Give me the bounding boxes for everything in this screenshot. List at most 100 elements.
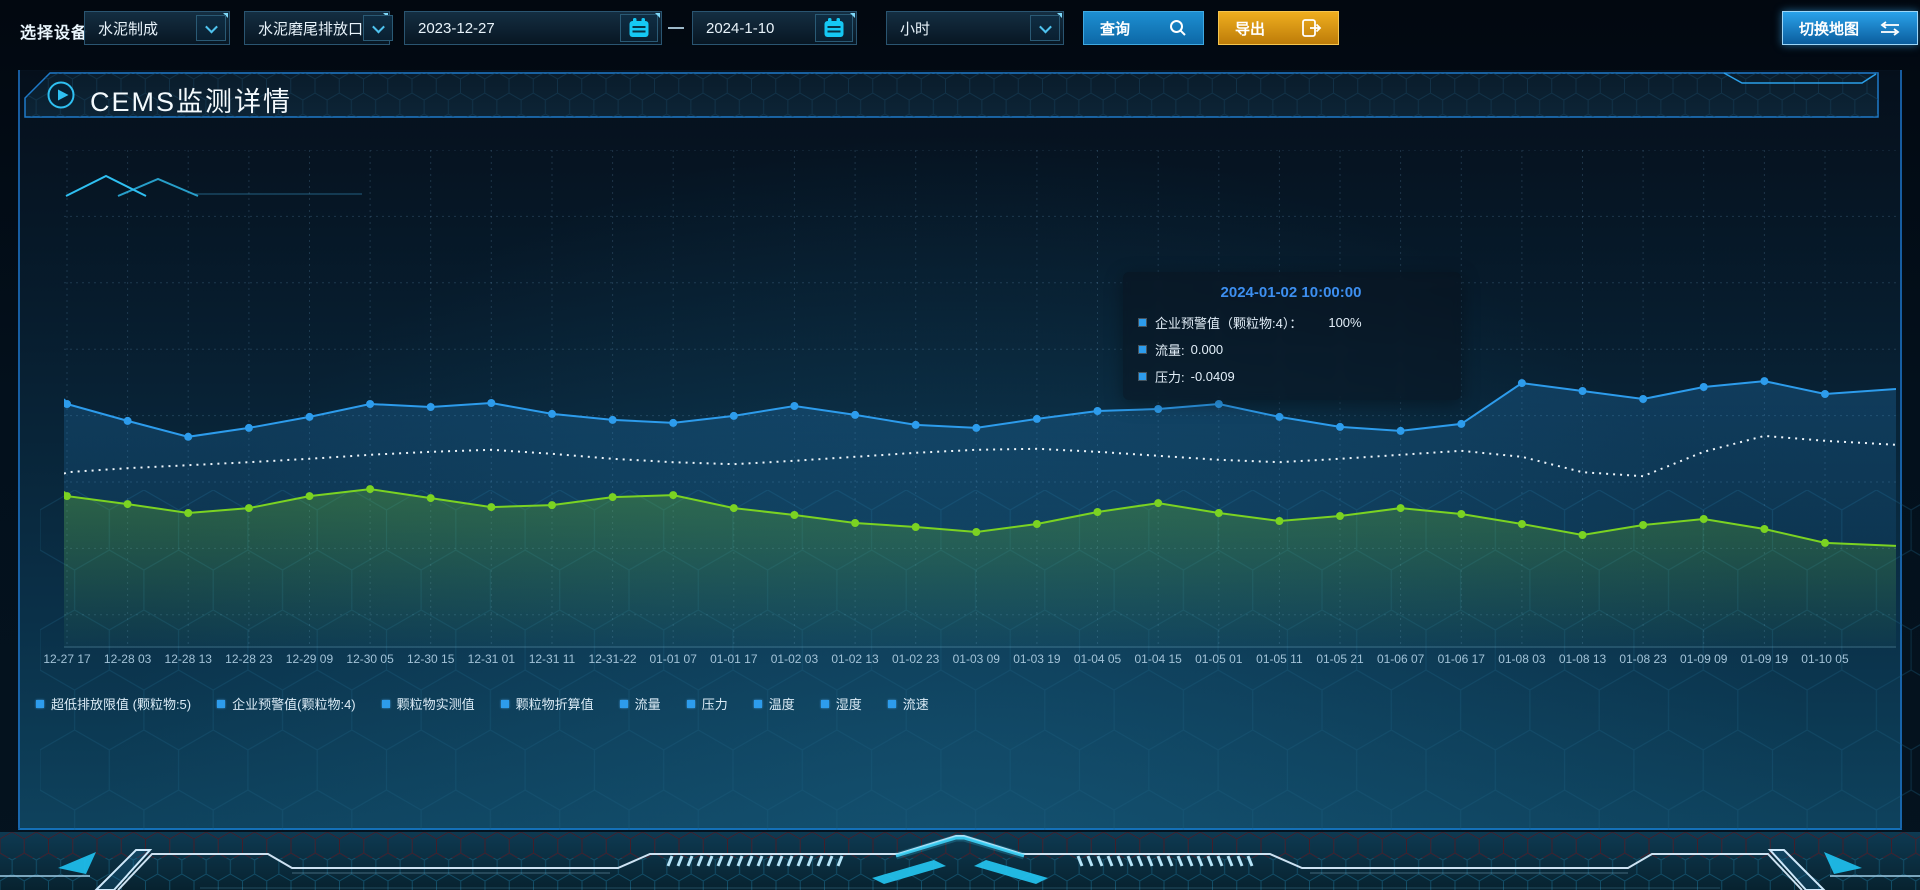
legend-label: 超低排放限值 (颗粒物:5) [51, 697, 192, 712]
x-axis-label: 01-08 03 [1498, 652, 1546, 666]
bottom-tech-decoration [0, 832, 1920, 890]
legend-marker-icon [820, 699, 829, 708]
switch-map-button-label: 切换地图 [1799, 20, 1860, 38]
tooltip-item-value: 100% [1328, 315, 1362, 330]
device-select-caret-cell[interactable] [196, 15, 226, 41]
start-date-icon-cell[interactable] [620, 14, 658, 42]
x-axis-label: 01-06 17 [1437, 652, 1485, 666]
legend-item[interactable]: 温度 [753, 694, 795, 713]
end-date-picker[interactable]: 2024-1-10 [692, 11, 857, 45]
x-axis-label: 01-05 21 [1316, 652, 1364, 666]
x-axis-label: 12-28 03 [103, 652, 152, 666]
tooltip-item: 流量: 0.000 [1138, 340, 1443, 359]
switch-arrows-icon [1880, 20, 1900, 36]
outlet-select-value: 水泥磨尾排放口 [258, 20, 364, 38]
device-select-value: 水泥制成 [98, 20, 159, 38]
tooltip-item-value: -0.0409 [1190, 369, 1235, 384]
switch-map-button[interactable]: 切换地图 [1782, 11, 1918, 45]
legend-item[interactable]: 颗粒物实测值 [381, 694, 475, 713]
tooltip-marker-icon [1138, 372, 1147, 381]
legend-item[interactable]: 流量 [619, 694, 661, 713]
tooltip-rows: 企业预警值（颗粒物:4）： 100% 流量: 0.000 压力: -0.0409 [1138, 313, 1443, 386]
legend-label: 颗粒物折算值 [515, 697, 594, 712]
tooltip-item: 压力: -0.0409 [1138, 367, 1443, 386]
legend-label: 湿度 [835, 697, 862, 712]
play-icon [47, 81, 75, 109]
tooltip-item-label: 压力: [1155, 370, 1185, 385]
query-button-label: 查询 [1100, 20, 1131, 38]
x-axis-label: 12-27 17 [43, 652, 91, 666]
chart-legend: 超低排放限值 (颗粒物:5) 企业预警值(颗粒物:4) 颗粒物实测值 颗粒物折算值 流量… [36, 694, 929, 713]
calendar-icon [629, 18, 649, 37]
start-date-picker[interactable]: 2023-12-27 [404, 11, 662, 45]
calendar-icon [824, 18, 844, 37]
tooltip-marker-icon [1138, 318, 1147, 327]
panel-title: CEMS监测详情 [90, 87, 293, 117]
legend-marker-icon [619, 699, 628, 708]
x-axis: 12-27 17 12-28 03 12-28 13 12-28 23 12-29 09… [43, 652, 1896, 668]
legend-label: 压力 [701, 697, 728, 712]
legend-label: 流速 [902, 697, 929, 712]
x-axis-label: 12-31-22 [588, 652, 637, 666]
x-axis-label: 01-05 11 [1256, 652, 1303, 666]
legend-label: 温度 [768, 697, 795, 712]
legend-item[interactable]: 超低排放限值 (颗粒物:5) [36, 694, 191, 713]
export-icon [1302, 19, 1322, 37]
x-axis-label: 01-06 07 [1376, 652, 1425, 666]
legend-label: 企业预警值(颗粒物:4) [232, 697, 356, 712]
cems-trend-chart[interactable] [64, 150, 1896, 648]
x-axis-label: 01-02 03 [770, 652, 819, 666]
x-axis-label: 12-28 23 [225, 652, 273, 666]
x-axis-label: 12-31 11 [528, 652, 576, 666]
x-axis-label: 01-01 17 [710, 652, 758, 666]
legend-marker-icon [217, 699, 226, 708]
tooltip-timestamp: 2024-01-02 10:00:00 [1220, 284, 1362, 301]
outlet-select-caret-cell[interactable] [363, 15, 394, 41]
start-date-value: 2023-12-27 [418, 19, 495, 37]
interval-select-caret-cell[interactable] [1030, 15, 1060, 41]
x-axis-label: 01-03 19 [1013, 652, 1061, 666]
legend-marker-icon [500, 699, 509, 708]
x-axis-label: 12-29 09 [285, 652, 334, 666]
x-axis-label: 12-31 01 [467, 652, 516, 666]
legend-item[interactable]: 流速 [887, 694, 929, 713]
legend-item[interactable]: 颗粒物折算值 [500, 694, 594, 713]
x-axis-label: 01-09 19 [1740, 652, 1789, 666]
chevron-down-icon [1038, 20, 1052, 33]
tooltip-item-label: 流量: [1155, 343, 1185, 358]
export-button[interactable]: 导出 [1218, 11, 1339, 45]
query-button[interactable]: 查询 [1083, 11, 1204, 45]
x-axis-label: 01-08 13 [1558, 652, 1607, 666]
interval-select[interactable]: 小时 [886, 11, 1064, 45]
panel-header-frame [24, 72, 1879, 118]
legend-label: 流量 [634, 697, 661, 712]
x-axis-label: 01-01 07 [649, 652, 697, 666]
legend-item[interactable]: 压力 [686, 694, 728, 713]
x-axis-label: 01-02 23 [891, 652, 940, 666]
x-axis-label: 01-09 09 [1680, 652, 1728, 666]
x-axis-label: 01-05 01 [1195, 652, 1243, 666]
export-button-label: 导出 [1235, 20, 1266, 38]
end-date-icon-cell[interactable] [815, 14, 853, 42]
tooltip-item-value: 0.000 [1190, 342, 1224, 357]
date-range-separator [668, 27, 684, 29]
tooltip-item-label: 企业预警值（颗粒物:4）： [1155, 316, 1303, 331]
tooltip-marker-icon [1138, 345, 1147, 354]
legend-item[interactable]: 湿度 [820, 694, 862, 713]
chart-tooltip: 2024-01-02 10:00:00 企业预警值（颗粒物:4）： 100% 流量:… [1123, 272, 1461, 400]
device-select[interactable]: 水泥制成 [84, 11, 230, 45]
x-axis-label: 12-30 15 [407, 652, 455, 666]
tooltip-item: 企业预警值（颗粒物:4）： 100% [1138, 313, 1443, 332]
chevron-down-icon [371, 20, 385, 33]
x-axis-label: 01-02 13 [831, 652, 879, 666]
legend-marker-icon [36, 699, 44, 708]
x-axis-label: 01-03 09 [952, 652, 1000, 666]
legend-item[interactable]: 企业预警值(颗粒物:4) [217, 694, 356, 713]
legend-marker-icon [753, 699, 762, 708]
panel-header: CEMS监测详情 [24, 72, 1880, 118]
outlet-select[interactable]: 水泥磨尾排放口 [244, 11, 394, 45]
legend-marker-icon [686, 699, 695, 708]
x-axis-label: 01-04 05 [1073, 652, 1122, 666]
end-date-value: 2024-1-10 [706, 19, 775, 37]
